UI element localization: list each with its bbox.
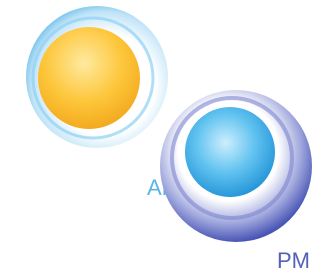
pm-label: PM bbox=[277, 248, 310, 273]
moon bbox=[185, 107, 275, 197]
am-pm-logo: AM PM bbox=[0, 0, 315, 274]
am-emblem bbox=[26, 6, 168, 148]
pm-emblem bbox=[160, 90, 312, 242]
sun bbox=[38, 27, 140, 129]
